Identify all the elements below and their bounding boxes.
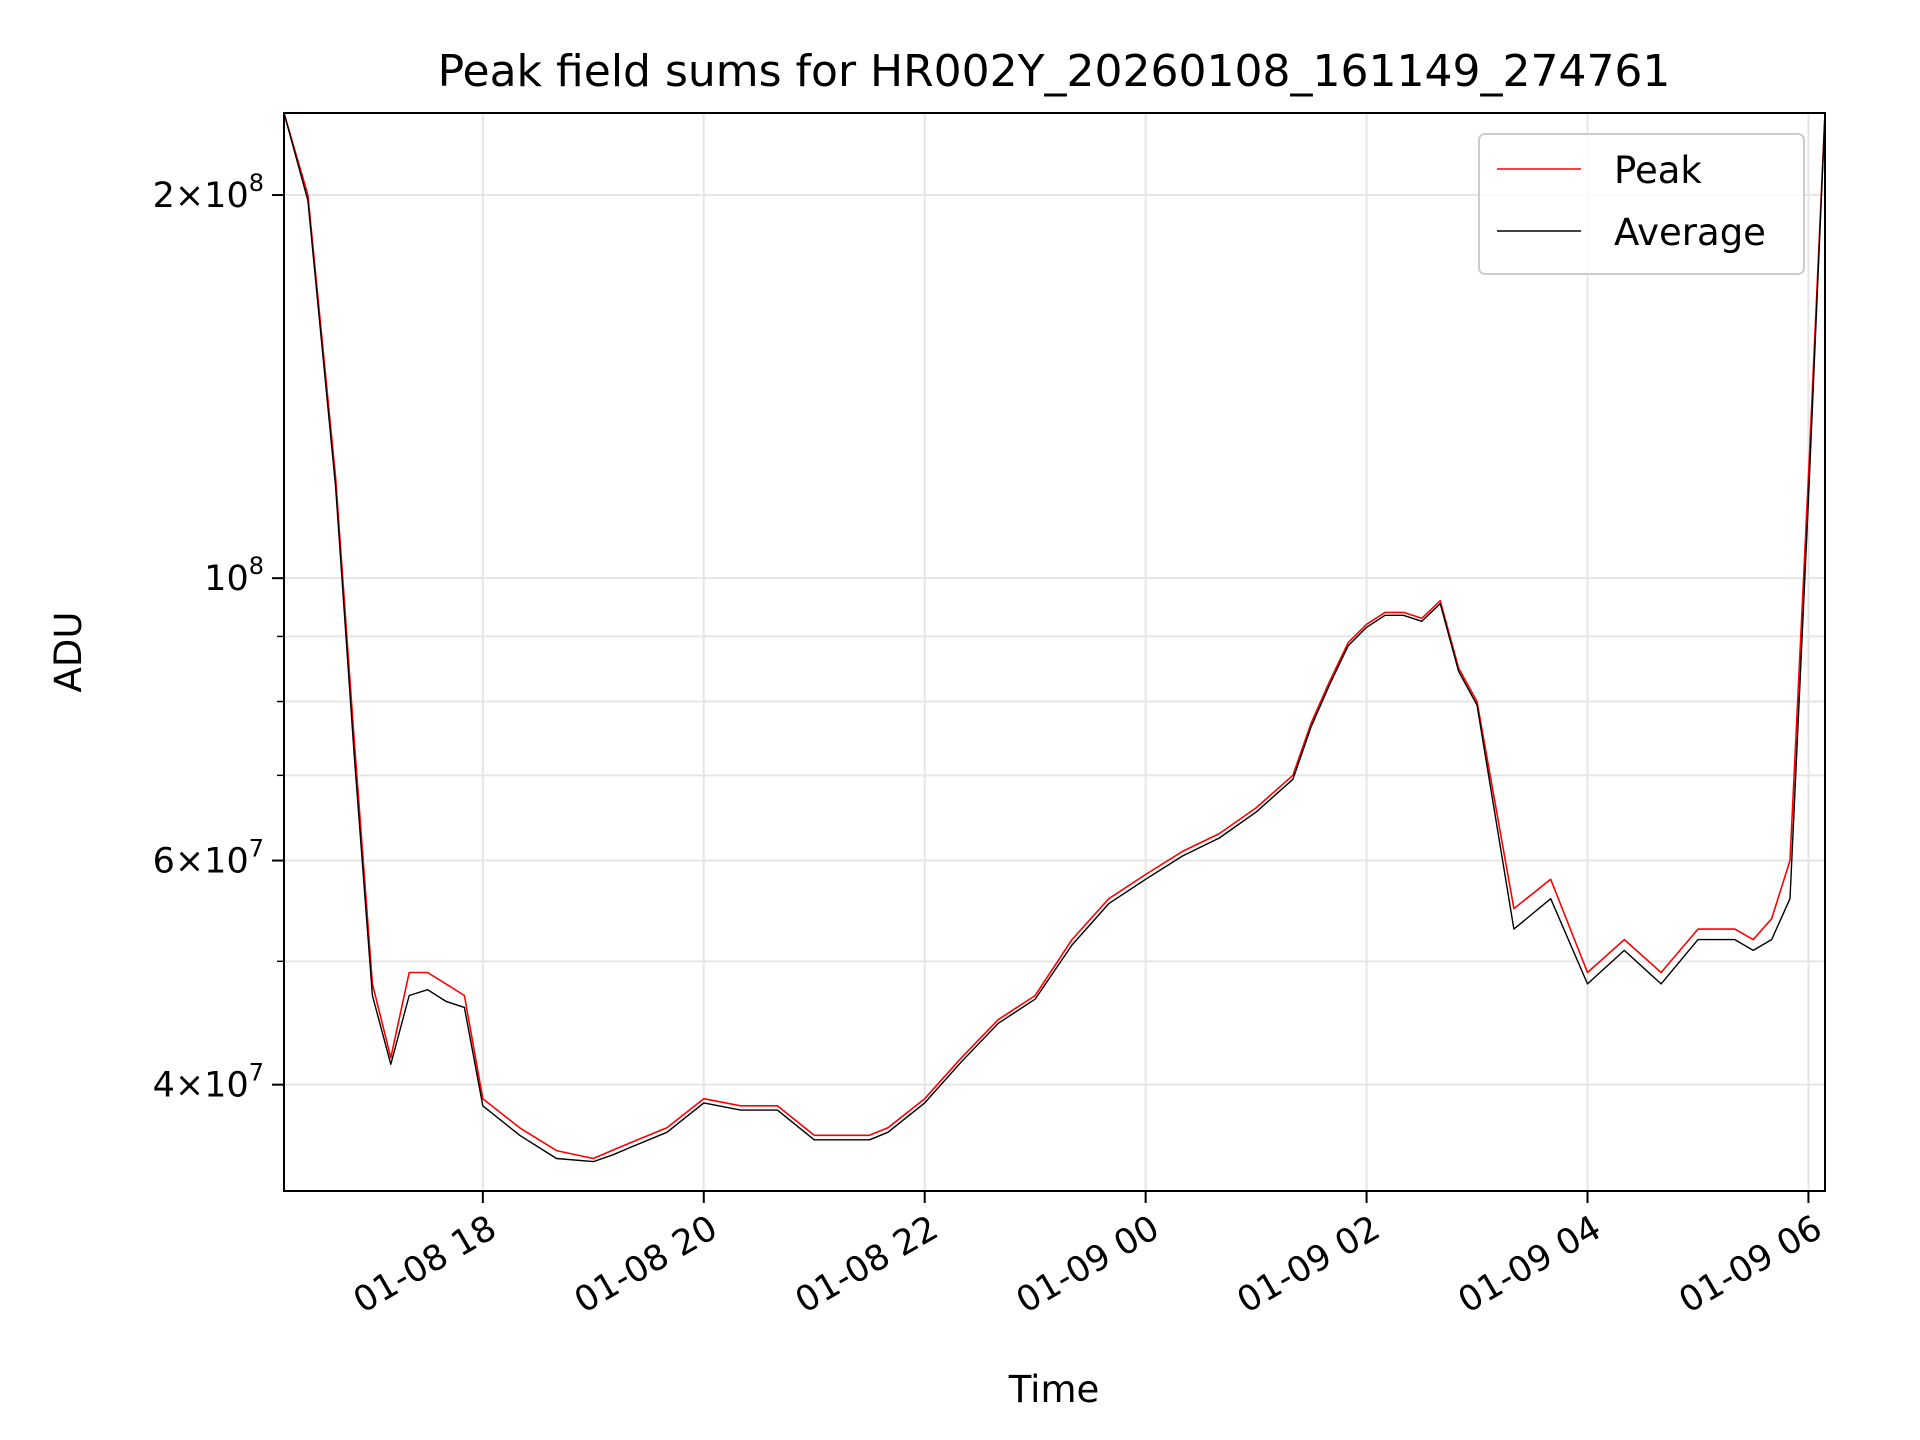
x-tick-label: 01-08 20 <box>568 1208 724 1321</box>
series-lines <box>283 112 1826 1163</box>
x-tick-label: 01-08 22 <box>789 1208 945 1321</box>
y-tick-label: 6×107 <box>153 835 264 882</box>
x-axis-ticks: 01-08 18 01-08 20 01-08 22 01-09 00 01-09 02… <box>347 1191 1829 1321</box>
y-axis-label: ADU <box>47 612 90 693</box>
legend-average-label: Average <box>1614 211 1766 254</box>
y-tick-label: 4×107 <box>153 1059 264 1106</box>
x-axis-label: Time <box>1008 1368 1100 1411</box>
legend-peak-label: Peak <box>1614 149 1702 192</box>
legend: Peak Average <box>1478 133 1805 275</box>
x-tick-label: 01-08 18 <box>347 1208 503 1321</box>
y-tick-label: 108 <box>204 552 264 599</box>
x-tick-label: 01-09 06 <box>1673 1208 1829 1321</box>
x-tick-label: 01-09 02 <box>1231 1208 1387 1321</box>
y-tick-label: 2×108 <box>153 169 264 216</box>
series-line-average <box>283 112 1826 1163</box>
plot-frame <box>283 112 1826 1192</box>
chart-title: Peak field sums for HR002Y_20260108_1611… <box>438 46 1671 97</box>
x-tick-label: 01-09 04 <box>1452 1208 1608 1321</box>
y-axis-ticks: 2×108 108 6×107 4×107 <box>153 169 284 1106</box>
x-tick-label: 01-09 00 <box>1010 1208 1166 1321</box>
series-line-peak <box>283 112 1826 1160</box>
grid-lines <box>284 113 1825 1191</box>
